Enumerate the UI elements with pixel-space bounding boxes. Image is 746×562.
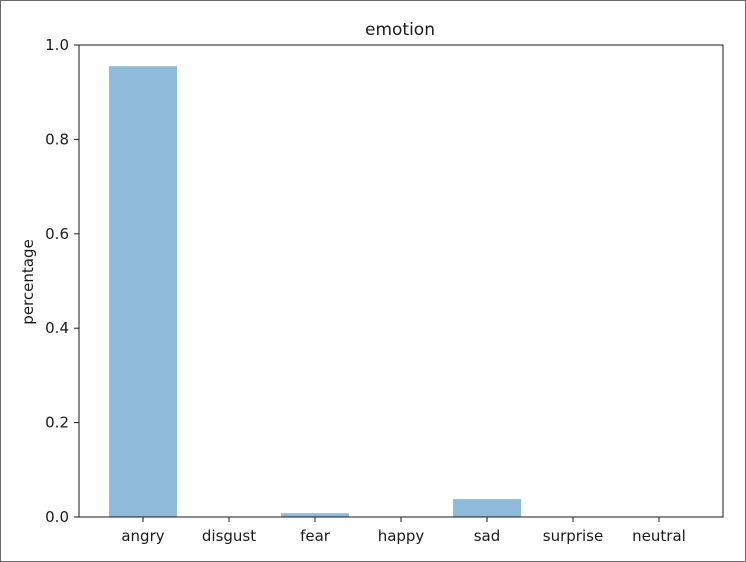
bars-group [109, 66, 521, 517]
y-axis-label: percentage [19, 239, 37, 324]
y-ticks-group: 0.0 0.2 0.4 0.6 0.8 1.0 [45, 36, 79, 526]
x-tick-label: surprise [543, 527, 603, 545]
chart-title: emotion [365, 20, 435, 40]
y-tick-label: 0.0 [45, 508, 69, 526]
y-tick-label: 0.6 [45, 225, 69, 243]
bar-angry [109, 66, 177, 517]
bar-sad [453, 499, 521, 517]
x-tick-label: happy [378, 527, 425, 545]
x-tick-label: angry [121, 527, 164, 545]
y-tick-label: 1.0 [45, 36, 69, 54]
x-tick-label: sad [474, 527, 501, 545]
y-tick-label: 0.8 [45, 130, 69, 148]
bar-fear [281, 513, 349, 517]
plot-area-frame [78, 44, 724, 518]
x-tick-label: disgust [202, 527, 256, 545]
y-tick-label: 0.2 [45, 414, 69, 432]
y-tick-label: 0.4 [45, 319, 69, 337]
x-ticks-group: angry disgust fear happy sad surprise neutral [121, 517, 686, 545]
x-tick-label: neutral [632, 527, 686, 545]
x-tick-label: fear [300, 527, 331, 545]
